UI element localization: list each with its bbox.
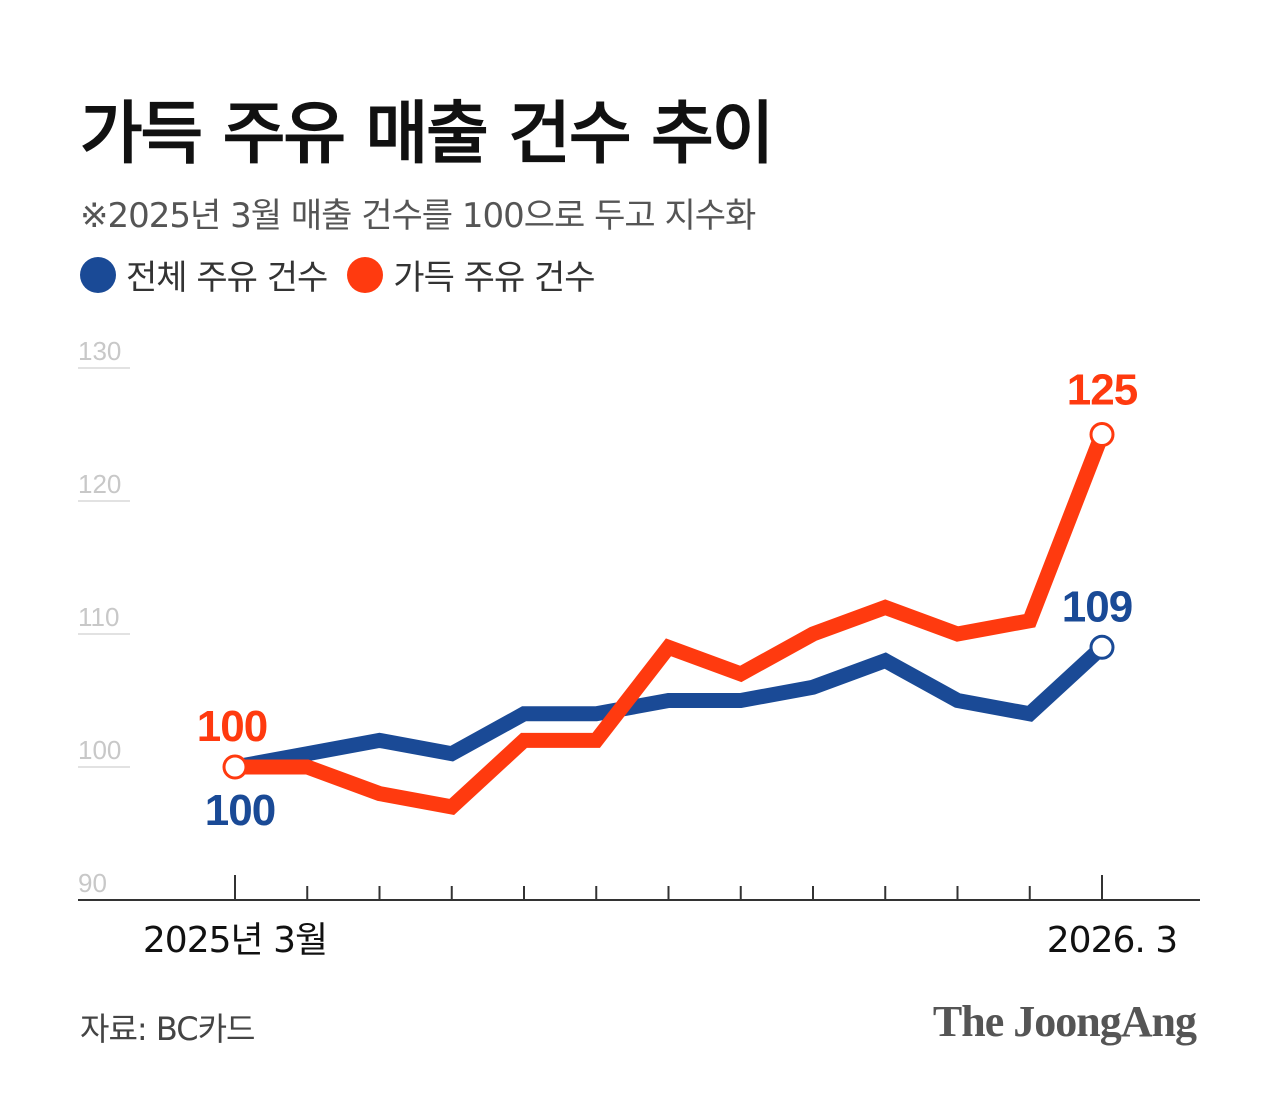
point-marker-1-0: [222, 754, 248, 780]
y-tick-label-120: 120: [78, 469, 121, 499]
chart-title: 가득 주유 매출 건수 추이: [80, 95, 774, 174]
data-label-1-0: 100: [197, 702, 267, 751]
legend-item-total: 전체 주유 건수: [80, 250, 328, 299]
data-label-0-12: 109: [1062, 582, 1132, 631]
series-line-1: [235, 431, 1109, 815]
source-note: 자료: BC카드: [80, 1010, 255, 1048]
y-tick-label-110: 110: [78, 602, 119, 632]
chart-subtitle: ※2025년 3월 매출 건수를 100으로 두고 지수화: [80, 196, 756, 236]
point-marker-0-12: [1089, 634, 1115, 660]
legend-item-full: 가득 주유 건수: [347, 250, 596, 299]
legend-dot-total: [80, 256, 116, 293]
y-tick-label-100: 100: [78, 735, 121, 765]
y-tick-label-130: 130: [78, 336, 121, 366]
data-label-1-12: 125: [1067, 366, 1138, 415]
y-tick-label-90: 90: [78, 868, 107, 898]
x-tick-label-end: 2026. 3: [1047, 920, 1177, 961]
legend: 전체 주유 건수 가득 주유 건수: [80, 250, 615, 299]
data-label-0-0: 100: [205, 786, 275, 835]
publisher-logo: The JoongAng: [932, 997, 1197, 1046]
legend-label-total: 전체 주유 건수: [126, 258, 328, 298]
legend-label-full: 가득 주유 건수: [393, 258, 595, 298]
point-marker-1-12: [1089, 422, 1115, 447]
x-tick-label-start: 2025년 3월: [143, 920, 327, 961]
series-line-0: [233, 641, 1108, 775]
legend-dot-full: [347, 256, 384, 293]
